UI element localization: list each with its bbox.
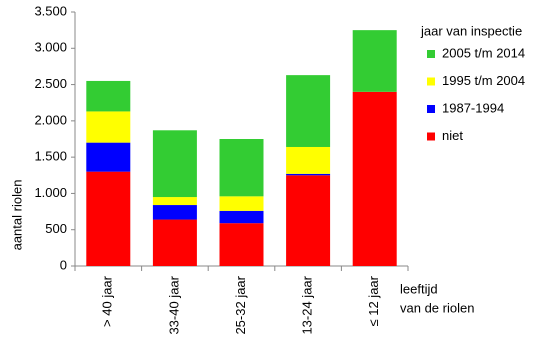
bar-segment [219, 210, 264, 224]
bar-segment [219, 139, 264, 197]
x-tick-label: 25-32 jaar [233, 275, 248, 334]
y-tick-label: 1.500 [34, 149, 67, 164]
bar-segment [86, 142, 131, 172]
legend-label: 2005 t/m 2014 [442, 45, 525, 60]
bar-segment [352, 91, 397, 266]
y-tick-label: 3.000 [34, 40, 67, 55]
bar-segment [86, 111, 131, 143]
bar-segment [352, 30, 397, 92]
x-tick-label: 33-40 jaar [166, 275, 181, 334]
bar-segment [152, 205, 197, 220]
x-tick-label: ≤ 12 jaar [366, 275, 381, 326]
legend-label: 1987-1994 [442, 100, 504, 115]
bar-segment [286, 175, 331, 266]
bar-segment [286, 173, 331, 176]
legend-label: niet [442, 128, 463, 143]
legend-label: 1995 t/m 2004 [442, 73, 525, 88]
bar-segment [152, 219, 197, 266]
legend-swatch [427, 77, 435, 86]
x-axis-title: van de riolen [400, 300, 474, 315]
legend-swatch [427, 132, 435, 141]
bar-segment [286, 75, 331, 147]
bar-segment [86, 171, 131, 266]
legend-swatch [427, 105, 435, 113]
bar-segment [219, 196, 264, 211]
x-tick-label: > 40 jaar [100, 275, 115, 327]
bar-segment [152, 130, 197, 198]
bar-segment [286, 146, 331, 174]
bar-segment [86, 80, 131, 112]
legend-title: jaar van inspectie [420, 23, 522, 38]
y-tick-label: 1.000 [34, 185, 67, 200]
y-tick-label: 500 [45, 221, 67, 236]
bar-segment [152, 197, 197, 206]
y-tick-label: 2.000 [34, 112, 67, 127]
legend-swatch [427, 50, 435, 58]
y-tick-label: 0 [60, 257, 67, 272]
y-tick-label: 3.500 [34, 3, 67, 18]
y-tick-label: 2.500 [34, 76, 67, 91]
y-axis-title: aantal riolen [9, 180, 24, 251]
x-axis-title: leeftijd [400, 281, 438, 296]
bar-segment [219, 223, 264, 266]
x-tick-label: 13-24 jaar [300, 275, 315, 334]
